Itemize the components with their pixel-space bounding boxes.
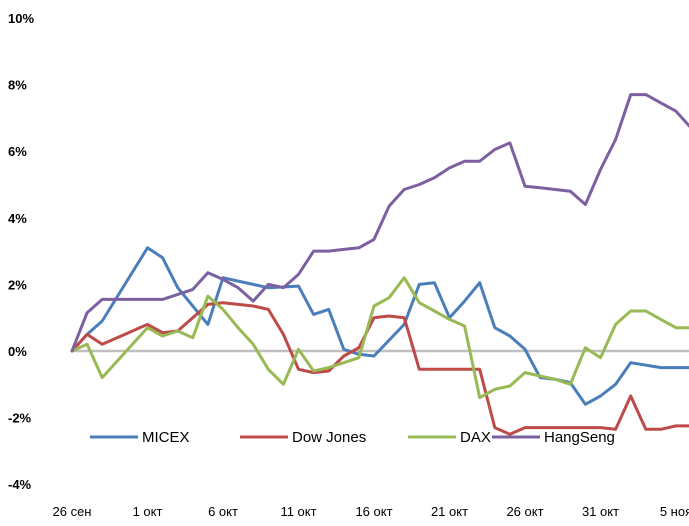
series-line-micex [70, 246, 689, 406]
series-line-dow-jones [70, 301, 689, 436]
y-tick-label: 2% [8, 277, 27, 292]
legend-label: Dow Jones [292, 429, 366, 446]
legend-label: DAX [460, 429, 491, 446]
legend-label: MICEX [142, 429, 190, 446]
x-tick-label: 11 окт [280, 504, 316, 519]
y-tick-label: -2% [8, 411, 32, 426]
y-tick-label: 8% [8, 78, 27, 93]
y-tick-label: 0% [8, 344, 27, 359]
x-tick-label: 1 окт [133, 504, 163, 519]
y-tick-label: 6% [8, 144, 27, 159]
series-lines [70, 93, 689, 436]
chart-legend: MICEX Dow Jones DAX HangSeng [90, 429, 615, 446]
series-line-dax [70, 276, 689, 400]
y-tick-label: 4% [8, 211, 27, 226]
x-tick-label: 5 ноя [660, 504, 689, 519]
x-axis-tick-labels: 26 сен 1 окт 6 окт 11 окт 16 окт 21 окт 26 окт… [53, 504, 689, 519]
legend-label: HangSeng [544, 429, 615, 446]
x-tick-label: 6 окт [208, 504, 238, 519]
x-tick-label: 16 окт [355, 504, 392, 519]
x-tick-label: 31 окт [582, 504, 619, 519]
series-line-hangseng [70, 93, 689, 353]
x-tick-label: 26 окт [506, 504, 543, 519]
y-tick-label: 10% [8, 11, 34, 26]
x-tick-label: 21 окт [431, 504, 468, 519]
y-tick-label: -4% [8, 477, 32, 492]
x-tick-label: 26 сен [53, 504, 92, 519]
y-axis-tick-labels: -4% -2% 0% 2% 4% 6% 8% 10% [8, 11, 34, 492]
